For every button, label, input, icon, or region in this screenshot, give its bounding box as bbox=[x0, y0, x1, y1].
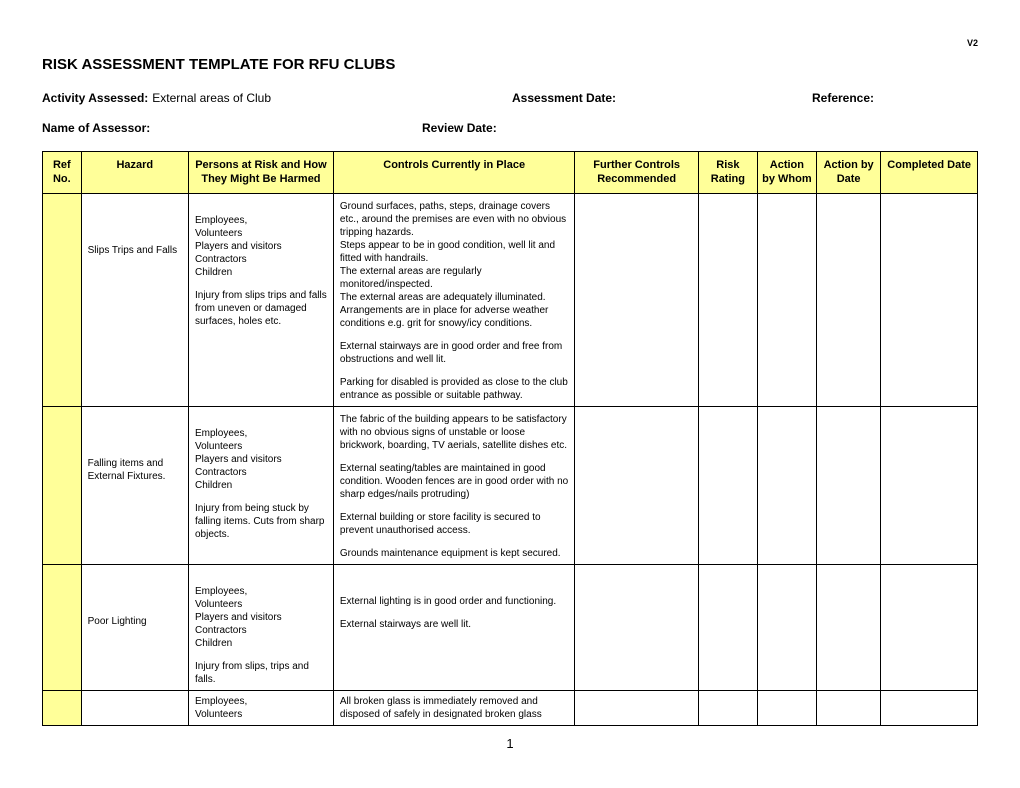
persons-list: Employees,VolunteersPlayers and visitors… bbox=[195, 214, 327, 279]
col-ref: Ref No. bbox=[43, 152, 82, 194]
reference-label: Reference: bbox=[812, 91, 874, 105]
review-label: Review Date: bbox=[422, 121, 497, 135]
risk-cell bbox=[698, 406, 757, 564]
table-row: Poor LightingEmployees,VolunteersPlayers… bbox=[43, 564, 978, 690]
ref-cell bbox=[43, 690, 82, 725]
persons-cell: Employees,VolunteersPlayers and visitors… bbox=[188, 193, 333, 406]
col-persons: Persons at Risk and How They Might Be Ha… bbox=[188, 152, 333, 194]
version-label: V2 bbox=[42, 38, 978, 48]
further-cell bbox=[575, 193, 698, 406]
col-bydate: Action by Date bbox=[816, 152, 880, 194]
controls-cell: Ground surfaces, paths, steps, drainage … bbox=[333, 193, 575, 406]
col-whom: Action by Whom bbox=[757, 152, 816, 194]
assessor-label: Name of Assessor: bbox=[42, 121, 150, 135]
persons-list: Employees,Volunteers bbox=[195, 695, 327, 721]
assess-date-label: Assessment Date: bbox=[512, 91, 616, 105]
persons-cell: Employees,VolunteersPlayers and visitors… bbox=[188, 406, 333, 564]
hazard-cell: Falling items and External Fixtures. bbox=[81, 406, 188, 564]
activity-value: External areas of Club bbox=[152, 91, 271, 105]
completed-cell bbox=[881, 193, 978, 406]
table-row: Slips Trips and FallsEmployees,Volunteer… bbox=[43, 193, 978, 406]
risk-table: Ref No. Hazard Persons at Risk and How T… bbox=[42, 151, 978, 726]
further-cell bbox=[575, 406, 698, 564]
controls-cell: The fabric of the building appears to be… bbox=[333, 406, 575, 564]
meta-row-2: Name of Assessor: Review Date: bbox=[42, 121, 978, 135]
risk-cell bbox=[698, 193, 757, 406]
activity-label: Activity Assessed: bbox=[42, 91, 148, 105]
risk-cell bbox=[698, 564, 757, 690]
controls-cell: External lighting is in good order and f… bbox=[333, 564, 575, 690]
risk-cell bbox=[698, 690, 757, 725]
hazard-cell: Poor Lighting bbox=[81, 564, 188, 690]
persons-injury: Injury from slips, trips and falls. bbox=[195, 660, 327, 686]
persons-list: Employees,VolunteersPlayers and visitors… bbox=[195, 585, 327, 650]
persons-cell: Employees,Volunteers bbox=[188, 690, 333, 725]
further-cell bbox=[575, 690, 698, 725]
completed-cell bbox=[881, 564, 978, 690]
hazard-cell: Slips Trips and Falls bbox=[81, 193, 188, 406]
bydate-cell bbox=[816, 690, 880, 725]
bydate-cell bbox=[816, 193, 880, 406]
col-controls: Controls Currently in Place bbox=[333, 152, 575, 194]
whom-cell bbox=[757, 564, 816, 690]
page-title: RISK ASSESSMENT TEMPLATE FOR RFU CLUBS bbox=[42, 56, 978, 73]
persons-injury: Injury from being stuck by falling items… bbox=[195, 502, 327, 541]
table-header-row: Ref No. Hazard Persons at Risk and How T… bbox=[43, 152, 978, 194]
whom-cell bbox=[757, 406, 816, 564]
persons-injury: Injury from slips trips and falls from u… bbox=[195, 289, 327, 328]
col-further: Further Controls Recommended bbox=[575, 152, 698, 194]
completed-cell bbox=[881, 690, 978, 725]
persons-list: Employees,VolunteersPlayers and visitors… bbox=[195, 427, 327, 492]
hazard-cell bbox=[81, 690, 188, 725]
persons-cell: Employees,VolunteersPlayers and visitors… bbox=[188, 564, 333, 690]
completed-cell bbox=[881, 406, 978, 564]
meta-row-1: Activity Assessed: External areas of Clu… bbox=[42, 91, 978, 105]
bydate-cell bbox=[816, 564, 880, 690]
further-cell bbox=[575, 564, 698, 690]
table-row: Falling items and External Fixtures.Empl… bbox=[43, 406, 978, 564]
bydate-cell bbox=[816, 406, 880, 564]
whom-cell bbox=[757, 690, 816, 725]
col-risk: Risk Rating bbox=[698, 152, 757, 194]
ref-cell bbox=[43, 193, 82, 406]
controls-cell: All broken glass is immediately removed … bbox=[333, 690, 575, 725]
col-hazard: Hazard bbox=[81, 152, 188, 194]
whom-cell bbox=[757, 193, 816, 406]
ref-cell bbox=[43, 406, 82, 564]
col-completed: Completed Date bbox=[881, 152, 978, 194]
ref-cell bbox=[43, 564, 82, 690]
page-number: 1 bbox=[42, 736, 978, 751]
table-row: Employees,VolunteersAll broken glass is … bbox=[43, 690, 978, 725]
